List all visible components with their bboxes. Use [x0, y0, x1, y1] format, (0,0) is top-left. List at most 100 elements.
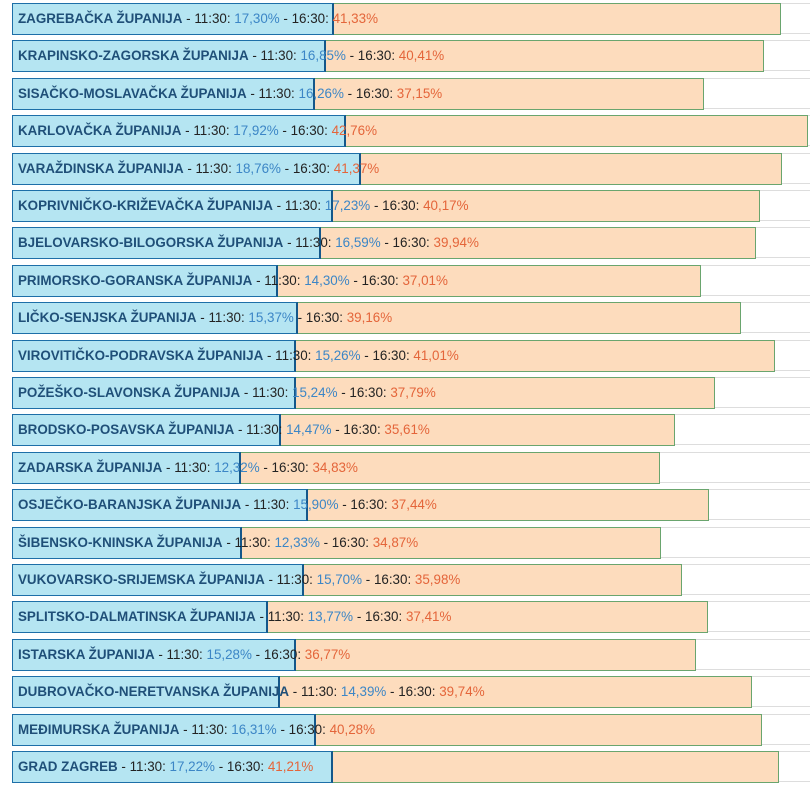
bar-morning [12, 40, 326, 73]
value-afternoon: 35,61% [384, 422, 430, 438]
bar-morning [12, 638, 297, 671]
time-label-afternoon: - 16:30: [337, 385, 391, 400]
time-label-afternoon: - 16:30: [349, 272, 403, 288]
time-label-afternoon: - 16:30: [214, 759, 268, 774]
chart-row: PRIMORSKO-GORANSKA ŽUPANIJA - 11:30: 14,… [0, 262, 810, 299]
value-morning: 17,22% [169, 759, 215, 774]
value-morning: 13,77% [307, 609, 354, 625]
time-label-morning: - 11:30: [196, 310, 249, 326]
chart-row: KOPRIVNIČKO-KRIŽEVAČKA ŽUPANIJA - 11:30:… [0, 187, 810, 224]
chart-row: SISAČKO-MOSLAVAČKA ŽUPANIJA - 11:30: 16,… [0, 75, 810, 112]
time-label-afternoon: - 16:30: [353, 609, 406, 625]
bar-morning [12, 526, 242, 559]
chart-row: VIROVITIČKO-PODRAVSKA ŽUPANIJA - 11:30: … [0, 337, 810, 374]
time-label-morning: - 11:30: [179, 721, 232, 737]
bar-morning [12, 190, 333, 222]
value-afternoon: 41,33% [332, 11, 378, 26]
value-morning: 15,37% [248, 310, 294, 326]
bar-label: VUKOVARSKO-SRIJEMSKA ŽUPANIJA - 11:30: 1… [18, 564, 460, 596]
time-label-afternoon: - 16:30: [343, 85, 397, 101]
time-label-morning: - 11:30: [289, 684, 341, 700]
time-label-morning: - 11:30: [181, 123, 234, 139]
county-name: DUBROVAČKO-NERETVANSKA ŽUPANIJA [18, 684, 290, 700]
value-afternoon: 39,16% [346, 310, 393, 326]
chart-row: BJELOVARSKO-BILOGORSKA ŽUPANIJA - 11:30:… [0, 224, 810, 261]
bar-label: MEĐIMURSKA ŽUPANIJA - 11:30: 16,31% - 16… [18, 714, 375, 746]
chart-row: KRAPINSKO-ZAGORSKA ŽUPANIJA - 11:30: 16,… [0, 37, 810, 74]
value-morning: 17,30% [234, 11, 280, 26]
value-afternoon: 37,41% [405, 609, 452, 625]
time-label-afternoon: - 16:30: [279, 11, 333, 26]
time-label-morning: - 11:30: [246, 85, 299, 101]
time-label-afternoon: - 16:30: [370, 198, 424, 213]
value-afternoon: 39,74% [439, 684, 485, 700]
value-morning: 16,26% [298, 85, 344, 101]
time-label-morning: - 11:30: [263, 347, 316, 363]
time-label-afternoon: - 16:30: [360, 347, 414, 363]
county-name: SPLITSKO-DALMATINSKA ŽUPANIJA [18, 609, 256, 625]
bar-label: BRODSKO-POSAVSKA ŽUPANIJA - 11:30: 14,47… [18, 414, 430, 446]
county-name: VUKOVARSKO-SRIJEMSKA ŽUPANIJA [18, 572, 265, 587]
time-label-afternoon: - 16:30: [345, 48, 399, 64]
bar-morning [12, 751, 333, 783]
value-morning: 14,47% [286, 422, 332, 438]
value-morning: 15,24% [292, 385, 338, 400]
chart-row: OSJEČKO-BARANJSKA ŽUPANIJA - 11:30: 15,9… [0, 486, 810, 523]
value-afternoon: 34,83% [312, 459, 358, 475]
time-label-morning: - 11:30: [162, 459, 215, 475]
value-morning: 12,32% [214, 459, 260, 475]
bar-morning [12, 115, 346, 148]
chart-row: VARAŽDINSKA ŽUPANIJA - 11:30: 18,76% - 1… [0, 150, 810, 187]
value-afternoon: 37,15% [396, 85, 443, 101]
time-label-morning: - 11:30: [241, 497, 294, 513]
bar-morning [12, 77, 315, 110]
chart-row: ISTARSKA ŽUPANIJA - 11:30: 15,28% - 16:3… [0, 636, 810, 673]
bar-morning [12, 3, 335, 35]
bar-label: DUBROVAČKO-NERETVANSKA ŽUPANIJA - 11:30:… [18, 676, 485, 708]
bar-label: LIČKO-SENJSKA ŽUPANIJA - 11:30: 15,37% -… [18, 302, 392, 334]
bar-label: ZAGREBAČKA ŽUPANIJA - 11:30: 17,30% - 16… [18, 3, 378, 35]
bar-label: ISTARSKA ŽUPANIJA - 11:30: 15,28% - 16:3… [18, 639, 350, 671]
time-label-afternoon: - 16:30: [251, 646, 305, 662]
chart-row: VUKOVARSKO-SRIJEMSKA ŽUPANIJA - 11:30: 1… [0, 561, 810, 598]
chart-row: ŠIBENSKO-KNINSKA ŽUPANIJA - 11:30: 12,33… [0, 524, 810, 561]
time-label-afternoon: - 16:30: [380, 235, 434, 251]
time-label-morning: - 11:30: [222, 534, 275, 550]
value-afternoon: 34,87% [372, 534, 419, 550]
bar-morning [12, 264, 279, 297]
bar-label: KOPRIVNIČKO-KRIŽEVAČKA ŽUPANIJA - 11:30:… [18, 190, 469, 222]
county-name: ISTARSKA ŽUPANIJA [18, 646, 155, 662]
county-name: KRAPINSKO-ZAGORSKA ŽUPANIJA [18, 48, 249, 64]
county-name: ZADARSKA ŽUPANIJA [18, 459, 163, 475]
value-afternoon: 41,37% [333, 160, 380, 176]
county-name: MEĐIMURSKA ŽUPANIJA [18, 721, 180, 737]
value-morning: 17,23% [324, 198, 371, 213]
value-afternoon: 36,77% [304, 646, 351, 662]
time-label-morning: - 11:30: [283, 235, 336, 251]
bar-morning [12, 414, 282, 447]
county-name: VIROVITIČKO-PODRAVSKA ŽUPANIJA [18, 347, 264, 363]
county-name: ZAGREBAČKA ŽUPANIJA [18, 11, 183, 26]
county-name: BJELOVARSKO-BILOGORSKA ŽUPANIJA [18, 235, 284, 251]
bar-label: SPLITSKO-DALMATINSKA ŽUPANIJA - 11:30: 1… [18, 601, 451, 633]
chart-row: SPLITSKO-DALMATINSKA ŽUPANIJA - 11:30: 1… [0, 598, 810, 635]
value-afternoon: 42,76% [331, 123, 377, 139]
value-morning: 16,85% [300, 48, 346, 64]
bar-label: ŠIBENSKO-KNINSKA ŽUPANIJA - 11:30: 12,33… [18, 527, 418, 559]
time-label-afternoon: - 16:30: [331, 422, 385, 438]
chart-row: BRODSKO-POSAVSKA ŽUPANIJA - 11:30: 14,47… [0, 411, 810, 448]
chart-row: POŽEŠKO-SLAVONSKA ŽUPANIJA - 11:30: 15,2… [0, 374, 810, 411]
value-morning: 15,26% [315, 347, 361, 363]
value-morning: 18,76% [235, 160, 281, 176]
value-afternoon: 40,41% [398, 48, 445, 64]
time-label-afternoon: - 16:30: [293, 310, 347, 326]
time-label-afternoon: - 16:30: [278, 123, 332, 139]
time-label-morning: - 11:30: [248, 48, 301, 64]
bar-label: POŽEŠKO-SLAVONSKA ŽUPANIJA - 11:30: 15,2… [18, 377, 436, 409]
time-label-afternoon: - 16:30: [276, 721, 330, 737]
county-name: POŽEŠKO-SLAVONSKA ŽUPANIJA [18, 385, 241, 400]
time-label-afternoon: - 16:30: [338, 497, 392, 513]
bar-label: VIROVITIČKO-PODRAVSKA ŽUPANIJA - 11:30: … [18, 340, 459, 372]
value-morning: 16,31% [231, 721, 277, 737]
value-morning: 17,92% [233, 123, 279, 139]
